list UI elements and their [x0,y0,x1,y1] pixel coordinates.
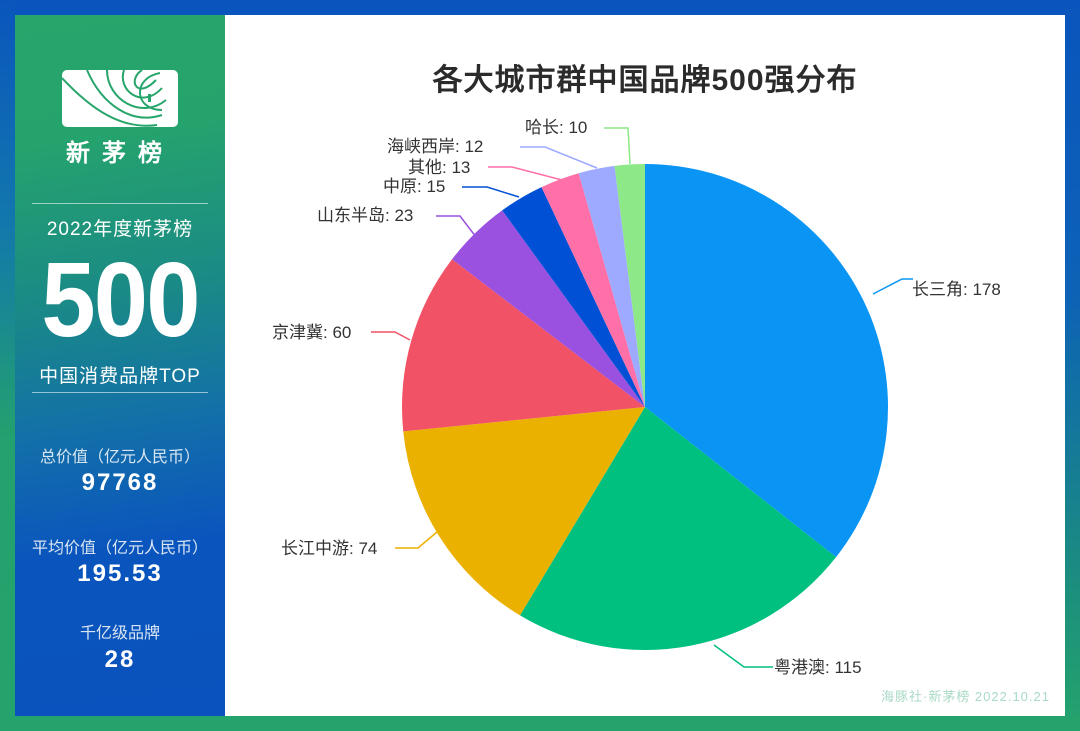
average-value: 195.53 [77,560,163,587]
label-shandong-bandao: 山东半岛: 23 [317,206,414,225]
label-haixia-xian: 海峡西岸: 12 [387,137,484,156]
logo-text: 新茅榜 [66,140,174,167]
label-jingjinji: 京津冀: 60 [272,323,352,342]
total-value-label: 总价值（亿元人民币） [39,449,200,466]
leader-line [520,146,598,169]
label-yuegangao: 粤港澳: 115 [774,658,862,677]
label-changsanjiao: 长三角: 178 [912,280,1001,299]
pie-slice [519,407,837,650]
frame-bottom [0,716,1080,731]
pie-slice [402,259,645,432]
leader-line [371,331,411,341]
sidebar: 新茅榜 2022年度新茅榜 500 中国消费品牌TOP 总价值（亿元人民币） 9… [15,15,225,716]
hundred-billion-brands-value: 28 [104,646,136,673]
pie-slice [452,210,645,407]
footer-credit: 海豚社·新茅榜 2022.10.21 [880,689,1050,704]
total-value: 97768 [81,469,159,496]
label-qita: 其他: 13 [408,158,471,177]
pie-slice [403,407,645,616]
leader-line [713,644,773,668]
leader-line [604,127,631,165]
divider [32,392,208,393]
leader-lines [371,127,913,668]
leader-line [395,526,444,549]
leader-line [462,186,520,198]
chart-panel: 各大城市群中国品牌500强分布 长三角: 178 粤港澳: 115 长江中游: … [225,15,1065,716]
label-hachang: 哈长: 10 [525,118,588,137]
pie-slice [614,164,645,407]
frame-right [1065,0,1080,731]
pie-chart [371,127,913,668]
chart-title: 各大城市群中国品牌500强分布 [432,64,858,97]
year-title: 2022年度新茅榜 [46,219,194,240]
ranking-subtitle: 中国消费品牌TOP [39,366,201,387]
pie-slice [578,165,645,407]
aperture-icon [62,70,167,127]
pie-slice [645,164,888,558]
pie-slice [541,173,645,407]
average-value-label: 平均价值（亿元人民币） [31,540,208,557]
divider [32,203,208,204]
label-changjiang-zhongyou: 长江中游: 74 [281,539,378,558]
frame-left [0,0,15,731]
leader-line [488,166,563,181]
leader-line [872,278,913,295]
logo-icon [62,70,178,127]
label-zhongyuan: 中原: 15 [383,177,446,196]
leader-line [436,215,477,238]
hundred-billion-brands-label: 千亿级品牌 [79,625,160,642]
frame-top [0,0,1080,15]
big-number: 500 [41,241,200,359]
pie-slice [502,187,645,407]
